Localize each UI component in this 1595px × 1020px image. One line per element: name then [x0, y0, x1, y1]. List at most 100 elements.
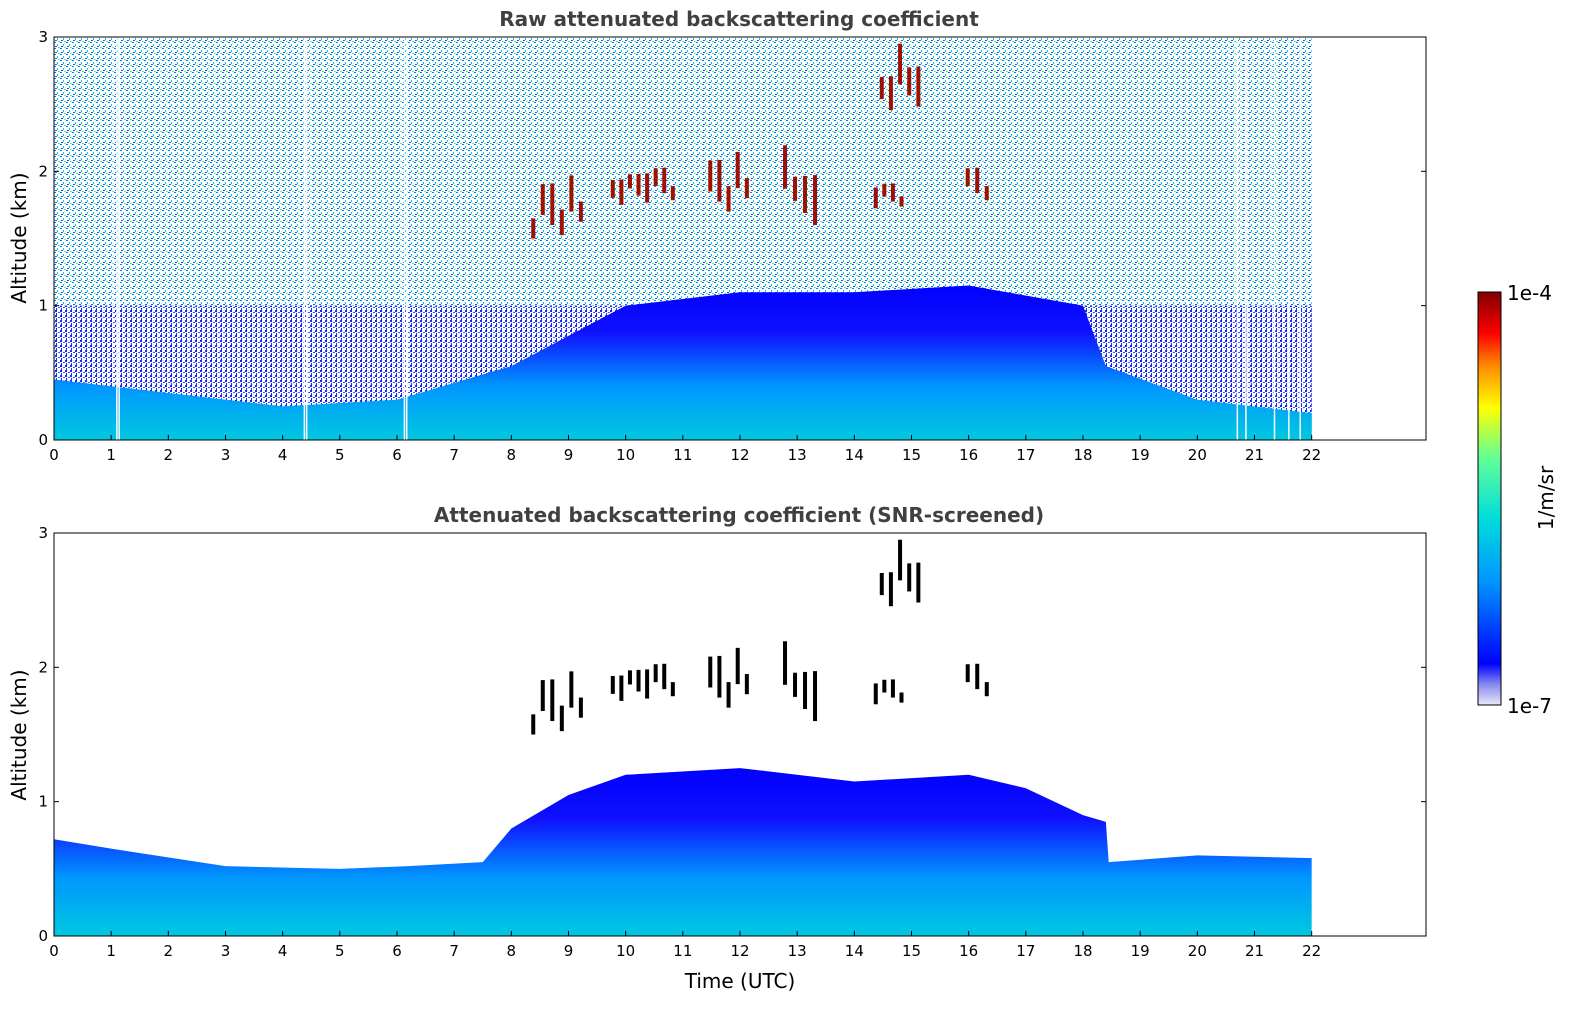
x-tick-label: 10	[616, 942, 635, 960]
cloud-streak	[670, 186, 675, 201]
cloud-streak	[975, 663, 980, 690]
cloud-streak	[888, 76, 893, 111]
cloud-streak	[610, 179, 615, 198]
cloud-streak	[975, 167, 980, 194]
y-tick-label: 1	[38, 297, 48, 315]
colorbar-max-label: 1e-4	[1507, 281, 1552, 305]
cloud-streak	[726, 186, 731, 212]
cloud-streak	[898, 43, 903, 85]
y-tick-label: 2	[38, 658, 48, 676]
x-tick-label: 9	[564, 446, 574, 464]
cloud-streak	[559, 209, 564, 236]
cloud-streak	[965, 168, 970, 187]
cloud-streak	[653, 168, 658, 187]
cloud-streak	[717, 159, 722, 202]
cloud-streak	[873, 683, 878, 705]
cloud-streak	[916, 562, 921, 603]
chart-title: Raw attenuated backscattering coefficien…	[499, 7, 979, 31]
x-tick-label: 10	[616, 446, 635, 464]
cloud-streak	[899, 196, 904, 207]
x-tick-label: 6	[392, 446, 402, 464]
x-tick-label: 11	[673, 942, 692, 960]
y-axis-ticks: 0 1 2 3	[38, 28, 1426, 449]
x-tick-label: 15	[902, 446, 921, 464]
x-tick-label: 2	[164, 446, 174, 464]
y-tick-label: 3	[38, 524, 48, 542]
cloud-streak	[531, 218, 536, 239]
x-tick-label: 20	[1188, 446, 1207, 464]
cloud-streak	[813, 175, 818, 226]
x-tick-label: 21	[1245, 942, 1264, 960]
cloud-streak	[550, 679, 555, 722]
cloud-streak	[873, 187, 878, 209]
cloud-streak	[744, 178, 749, 199]
x-tick-label: 0	[49, 446, 59, 464]
cloud-streak	[653, 664, 658, 683]
colorbar-min-label: 1e-7	[1507, 694, 1552, 718]
cloud-streak	[645, 173, 650, 203]
x-tick-label: 14	[845, 446, 864, 464]
cloud-streak	[783, 145, 788, 189]
x-tick-label: 3	[221, 446, 231, 464]
cloud-streak	[619, 179, 624, 205]
cloud-streak	[540, 184, 545, 215]
cloud-streak	[882, 183, 887, 197]
x-tick-label: 21	[1245, 446, 1264, 464]
cloud-streak	[636, 173, 641, 196]
y-tick-label: 0	[38, 927, 48, 945]
x-tick-label: 6	[392, 942, 402, 960]
x-tick-label: 15	[902, 942, 921, 960]
x-tick-label: 13	[788, 942, 807, 960]
colorbar-unit-label: 1/m/sr	[1534, 465, 1558, 530]
x-tick-label: 12	[730, 942, 749, 960]
x-tick-label: 2	[164, 942, 174, 960]
x-axis-label: Time (UTC)	[684, 969, 796, 993]
x-tick-label: 1	[106, 446, 116, 464]
cloud-streak	[670, 682, 675, 697]
cloud-streak	[569, 671, 574, 708]
cloud-streak	[662, 663, 667, 690]
x-tick-label: 9	[564, 942, 574, 960]
x-tick-label: 19	[1131, 942, 1150, 960]
x-tick-label: 16	[959, 446, 978, 464]
cloud-streak	[531, 714, 536, 735]
y-tick-label: 1	[38, 793, 48, 811]
x-tick-label: 17	[1016, 942, 1035, 960]
x-tick-label: 14	[845, 942, 864, 960]
cloud-streak	[627, 174, 632, 189]
cloud-streak	[708, 160, 713, 192]
x-tick-label: 11	[673, 446, 692, 464]
cloud-streak	[540, 680, 545, 711]
x-tick-label: 7	[449, 942, 459, 960]
x-tick-label: 8	[507, 942, 517, 960]
cloud-streak	[916, 66, 921, 107]
y-axis-label: Altitude (km)	[7, 669, 31, 800]
cloud-streak	[578, 697, 583, 718]
cloud-streak	[907, 563, 912, 592]
cloud-streak	[984, 186, 989, 201]
boundary-layer-area	[54, 285, 1312, 440]
cloud-streak	[890, 183, 895, 202]
cloud-streak	[726, 682, 731, 708]
x-tick-label: 7	[449, 446, 459, 464]
x-tick-label: 16	[959, 942, 978, 960]
cloud-streak	[550, 183, 555, 226]
x-tick-label: 20	[1188, 942, 1207, 960]
x-tick-label: 17	[1016, 446, 1035, 464]
x-tick-label: 5	[335, 446, 345, 464]
cloud-streak	[793, 176, 798, 201]
x-tick-label: 1	[106, 942, 116, 960]
cloud-streak	[879, 572, 884, 596]
panel-raw: Raw attenuated backscattering coefficien…	[7, 7, 1427, 464]
x-tick-label: 22	[1302, 446, 1321, 464]
cloud-streak	[569, 175, 574, 212]
cloud-streak	[793, 672, 798, 697]
cloud-streak	[984, 682, 989, 697]
y-tick-label: 2	[38, 162, 48, 180]
cloud-streak	[559, 705, 564, 732]
cloud-streak	[898, 539, 903, 581]
cloud-streak	[662, 167, 667, 194]
cloud-streak	[619, 675, 624, 701]
x-tick-label: 18	[1073, 942, 1092, 960]
